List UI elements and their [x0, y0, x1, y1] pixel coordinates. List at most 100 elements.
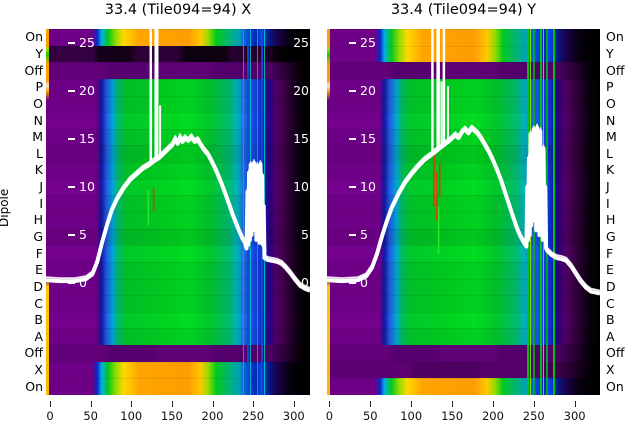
x-tick-label: 300 — [282, 409, 305, 423]
tick-dash — [68, 233, 75, 236]
tick-value: 20 — [79, 83, 95, 98]
overlay-ytick-label-right: 25 — [293, 35, 309, 50]
x-tick-mark — [171, 401, 173, 407]
dipole-label: P — [35, 79, 43, 95]
x-tick-mark — [492, 401, 494, 407]
dipole-label: A — [606, 328, 615, 344]
overlay-ytick-label-right: 5 — [301, 227, 309, 242]
dipole-label: On — [606, 29, 624, 45]
x-tick-mark — [370, 401, 372, 407]
overlay-ytick-label: 0 — [68, 276, 87, 289]
tick-dash — [68, 281, 75, 284]
overlay-ytick-label: 20 — [68, 84, 95, 97]
heatmap-panel-x: 25 25 20 20 15 15 10 10 5 5 0 0 — [46, 29, 310, 395]
overlay-ytick-label: 10 — [349, 180, 376, 193]
tick-dash — [349, 137, 356, 140]
tick-dash — [349, 185, 356, 188]
dipole-label: X — [606, 362, 615, 378]
dipole-label: Y — [35, 45, 43, 61]
dipole-label: H — [33, 212, 43, 228]
dipole-label: E — [35, 262, 43, 278]
dipole-label: O — [606, 95, 616, 111]
overlay-spectrum-line — [327, 125, 600, 296]
x-tick-label: 300 — [563, 409, 586, 423]
dipole-label: K — [606, 162, 615, 178]
x-tick-mark — [411, 401, 413, 407]
tick-value: 25 — [79, 35, 95, 50]
x-tick-label: 0 — [46, 409, 54, 423]
x-tick-label: 200 — [201, 409, 224, 423]
tick-dash — [349, 233, 356, 236]
dipole-label: I — [606, 195, 610, 211]
dipole-label: N — [33, 112, 43, 128]
overlay-ytick-label: 10 — [68, 180, 95, 193]
tick-value: 20 — [360, 83, 376, 98]
x-tick-mark — [212, 401, 214, 407]
x-tick-label: 250 — [522, 409, 545, 423]
panel-title-x: 33.4 (Tile094=94) X — [104, 2, 252, 18]
dipole-label: X — [34, 362, 43, 378]
dipole-label: On — [25, 378, 43, 394]
overlay-ytick-label-right: 20 — [293, 83, 309, 98]
dipole-label: L — [606, 145, 613, 161]
overlay-ytick-label: 25 — [68, 36, 95, 49]
x-tick-mark — [452, 401, 454, 407]
overlay-ytick-label: 5 — [68, 228, 87, 241]
dipole-label: J — [39, 179, 43, 195]
dipole-label: F — [35, 245, 43, 261]
tick-value: 0 — [79, 275, 87, 290]
dipole-label: L — [36, 145, 43, 161]
dipole-label: J — [606, 179, 610, 195]
dipole-label: Off — [606, 62, 625, 78]
overlay-ytick-label-right: 15 — [293, 131, 309, 146]
overlay-spectrum-line — [327, 123, 600, 292]
tick-dash — [349, 41, 356, 44]
x-tick-mark — [329, 401, 331, 407]
tick-value: 15 — [360, 131, 376, 146]
x-tick-label: 100 — [120, 409, 143, 423]
x-tick-label: 50 — [362, 409, 378, 423]
tick-dash — [349, 281, 356, 284]
overlay-spectrum-plot — [46, 29, 310, 293]
dipole-label: On — [606, 378, 624, 394]
dipole-label: G — [606, 228, 616, 244]
overlay-ytick-label-right: 10 — [293, 179, 309, 194]
dipole-label: D — [606, 278, 616, 294]
x-tick-mark — [50, 401, 52, 407]
x-tick-label: 100 — [400, 409, 423, 423]
dipole-label: P — [606, 79, 614, 95]
dipole-label: I — [39, 195, 43, 211]
x-tick-label: 50 — [83, 409, 98, 423]
overlay-ytick-label: 15 — [349, 132, 376, 145]
overlay-ytick-label: 0 — [349, 276, 368, 289]
overlay-spectrum-plot — [327, 29, 600, 296]
panel-title-y: 33.4 (Tile094=94) Y — [390, 2, 537, 18]
tick-value: 15 — [79, 131, 95, 146]
x-tick-label: 150 — [160, 409, 183, 423]
right-fade-overlay — [327, 29, 600, 395]
dipole-label: Y — [606, 45, 614, 61]
tick-dash — [68, 41, 75, 44]
overlay-ytick-label: 20 — [349, 84, 376, 97]
overlay-ytick-label: 15 — [68, 132, 95, 145]
x-tick-label: 150 — [441, 409, 464, 423]
dipole-label: F — [606, 245, 614, 261]
tick-value: 0 — [360, 275, 368, 290]
tick-dash — [68, 185, 75, 188]
tick-dash — [349, 89, 356, 92]
overlay-ytick-label: 5 — [349, 228, 368, 241]
dipole-label: O — [33, 95, 43, 111]
x-tick-label: 200 — [481, 409, 504, 423]
dipole-label: N — [606, 112, 616, 128]
dipole-label: E — [606, 262, 614, 278]
dipole-label: A — [34, 328, 43, 344]
dipole-label: D — [33, 278, 43, 294]
dipole-label: G — [33, 228, 43, 244]
tick-value: 25 — [360, 35, 376, 50]
x-tick-mark — [253, 401, 255, 407]
overlay-ytick-label-right: 0 — [301, 275, 309, 290]
dipole-label: C — [606, 295, 615, 311]
overlay-spectrum-line — [46, 135, 310, 293]
x-tick-mark — [293, 401, 295, 407]
